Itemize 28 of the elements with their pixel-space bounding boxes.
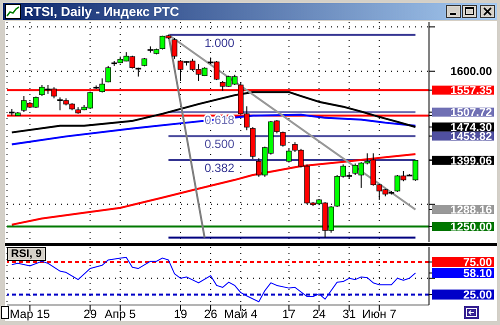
x-tick-label: 19 bbox=[174, 307, 188, 321]
x-tick-label: 29 bbox=[83, 307, 98, 321]
series-label: 0.500 bbox=[204, 137, 235, 152]
series-label: 0.382 bbox=[204, 160, 235, 175]
x-tick-label: Май 4 bbox=[224, 307, 258, 321]
line-series bbox=[10, 153, 416, 226]
x-tick-label: Мар 15 bbox=[10, 307, 50, 321]
x-tick-label: 31 bbox=[342, 307, 356, 321]
y-tick-label: 75.00 bbox=[463, 256, 492, 269]
candlestick bbox=[280, 131, 286, 148]
y-tick-label: 1557.35 bbox=[450, 85, 493, 98]
x-tick-label: 26 bbox=[204, 307, 218, 321]
y-tick-label: 1288.16 bbox=[450, 204, 492, 217]
y-tick-label: 1600.00 bbox=[450, 66, 492, 78]
x-tick-label: Апр 5 bbox=[104, 307, 136, 321]
series-label: 1.000 bbox=[204, 36, 235, 50]
candlestick bbox=[172, 37, 178, 60]
chart-title: RTSI, Daily - Индекс РТС bbox=[24, 4, 180, 19]
x-tick-label: Июн 7 bbox=[362, 307, 397, 321]
x-tick-label: 24 bbox=[312, 307, 326, 321]
x-tick-label: 17 bbox=[282, 307, 296, 321]
chart-title: RSI, 9 bbox=[7, 247, 46, 261]
y-tick-label: 1453.82 bbox=[450, 131, 492, 144]
y-tick-label: 1507.72 bbox=[450, 107, 492, 120]
y-tick-label: 25.00 bbox=[463, 290, 492, 302]
y-tick-label: 1399.06 bbox=[450, 155, 492, 168]
y-tick-label: 58.10 bbox=[463, 268, 492, 280]
y-tick-label: 1250.00 bbox=[450, 221, 492, 234]
